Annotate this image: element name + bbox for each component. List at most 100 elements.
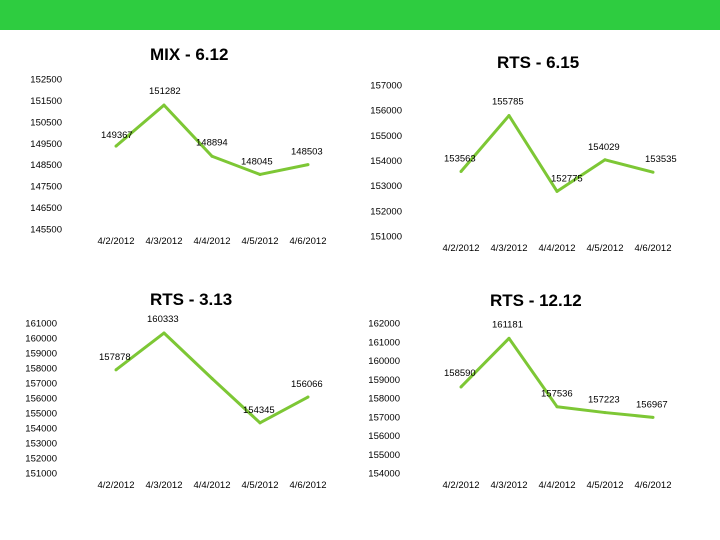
x-tick-label: 4/6/2012 [290, 236, 327, 247]
data-point [306, 163, 310, 167]
data-point [603, 411, 607, 415]
data-point [258, 421, 262, 425]
x-tick-label: 4/3/2012 [491, 243, 528, 254]
data-label: 151282 [149, 86, 181, 97]
y-tick-label: 157000 [370, 81, 402, 92]
chart-title-mix-612: MIX - 6.12 [150, 45, 229, 64]
data-point [603, 158, 607, 162]
y-tick-label: 150500 [30, 117, 62, 128]
x-tick-label: 4/6/2012 [635, 243, 672, 254]
data-point [162, 103, 166, 107]
data-point [459, 385, 463, 389]
y-tick-label: 147500 [30, 182, 62, 193]
x-tick-label: 4/2/2012 [443, 480, 480, 491]
chart-title-rts-313: RTS - 3.13 [150, 290, 233, 309]
y-tick-label: 153000 [25, 439, 57, 450]
data-point [459, 169, 463, 173]
y-tick-label: 156000 [25, 394, 57, 405]
y-tick-label: 161000 [25, 319, 57, 330]
x-tick-label: 4/6/2012 [635, 480, 672, 491]
data-label: 148894 [196, 137, 228, 148]
y-tick-label: 162000 [368, 319, 400, 330]
x-tick-label: 4/4/2012 [194, 236, 231, 247]
data-point [651, 415, 655, 419]
data-point [555, 405, 559, 409]
x-tick-label: 4/4/2012 [539, 243, 576, 254]
x-tick-label: 4/2/2012 [443, 243, 480, 254]
data-point [555, 189, 559, 193]
data-label: 158590 [444, 368, 476, 379]
x-tick-label: 4/4/2012 [194, 480, 231, 491]
data-label: 161181 [492, 319, 523, 330]
y-tick-label: 151000 [370, 232, 402, 243]
data-label: 148503 [291, 147, 323, 158]
chart-title-rts-1212: RTS - 12.12 [490, 291, 582, 310]
y-tick-label: 157000 [368, 412, 400, 423]
chart-title-rts-615: RTS - 6.15 [497, 53, 580, 72]
x-tick-label: 4/3/2012 [491, 480, 528, 491]
data-label: 149367 [101, 130, 133, 141]
y-tick-label: 159000 [25, 349, 57, 360]
data-point [258, 172, 262, 176]
y-tick-label: 158000 [25, 364, 57, 375]
x-tick-label: 4/2/2012 [98, 480, 135, 491]
data-point [114, 144, 118, 148]
y-tick-label: 145500 [30, 225, 62, 236]
data-point [114, 368, 118, 372]
data-point [162, 331, 166, 335]
y-tick-label: 160000 [368, 356, 400, 367]
x-tick-label: 4/3/2012 [146, 236, 183, 247]
x-tick-label: 4/2/2012 [98, 236, 135, 247]
data-point [306, 395, 310, 399]
x-tick-label: 4/5/2012 [242, 480, 279, 491]
data-label: 154345 [243, 405, 275, 416]
y-tick-label: 156000 [368, 431, 400, 442]
data-label: 155785 [492, 97, 524, 108]
x-tick-label: 4/5/2012 [587, 480, 624, 491]
data-point [210, 377, 214, 380]
data-label: 156066 [291, 379, 323, 390]
data-point [507, 114, 511, 118]
x-tick-label: 4/3/2012 [146, 480, 183, 491]
x-tick-label: 4/6/2012 [290, 480, 327, 491]
y-tick-label: 149500 [30, 139, 62, 150]
x-tick-label: 4/5/2012 [242, 236, 279, 247]
data-label: 152775 [551, 173, 583, 184]
data-label: 157878 [99, 352, 131, 363]
y-tick-label: 154000 [370, 156, 402, 167]
data-label: 157223 [588, 395, 620, 406]
y-tick-label: 157000 [25, 379, 57, 390]
y-tick-label: 155000 [370, 131, 402, 142]
data-label: 157536 [541, 389, 573, 400]
y-tick-label: 158000 [368, 394, 400, 405]
data-point [210, 154, 214, 158]
data-label: 156967 [636, 399, 668, 410]
y-tick-label: 161000 [368, 337, 400, 348]
y-tick-label: 160000 [25, 334, 57, 345]
y-tick-label: 159000 [368, 375, 400, 386]
data-label: 153563 [444, 153, 476, 164]
data-label: 148045 [241, 156, 273, 167]
y-tick-label: 152000 [370, 206, 402, 217]
x-tick-label: 4/4/2012 [539, 480, 576, 491]
data-point [651, 170, 655, 174]
data-label: 154029 [588, 142, 620, 153]
y-tick-label: 154000 [25, 424, 57, 435]
y-tick-label: 154000 [368, 469, 400, 480]
y-tick-label: 152500 [30, 75, 62, 86]
header-bar [0, 0, 720, 30]
y-tick-label: 151000 [25, 469, 57, 480]
data-label: 153535 [645, 154, 677, 165]
y-tick-label: 156000 [370, 106, 402, 117]
y-tick-label: 148500 [30, 160, 62, 171]
y-tick-label: 153000 [370, 181, 402, 192]
data-label: 160333 [147, 314, 179, 325]
y-tick-label: 155000 [368, 450, 400, 461]
y-tick-label: 155000 [25, 409, 57, 420]
x-tick-label: 4/5/2012 [587, 243, 624, 254]
y-tick-label: 152000 [25, 454, 57, 465]
